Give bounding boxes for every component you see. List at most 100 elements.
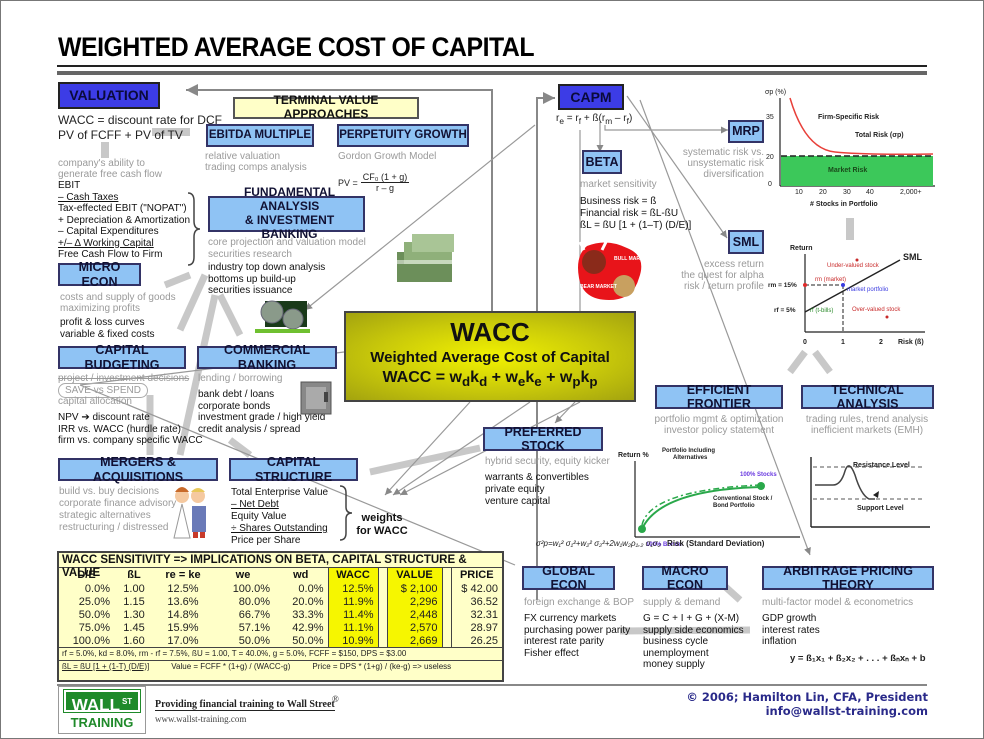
ef-sub-1: portfolio mgmt & optimization [654, 414, 784, 425]
table-formulas: ßL = ßU [1 + (1-T) (D/E)] Value = FCFF *… [59, 660, 502, 673]
cap-structure-item: Total Enterprise Value [231, 487, 329, 498]
col-header: re = ke [165, 569, 201, 581]
sml-box[interactable]: SML [728, 230, 764, 254]
sml-x-tick: 2 [879, 339, 883, 346]
mrp-sub-1: systematic risk vs. [682, 147, 764, 158]
fundamental-analysis-box[interactable]: FUNDAMENTAL ANALYSIS & INVESTMENT BANKIN… [208, 186, 365, 241]
cell: 11.9% [327, 595, 379, 608]
money-stack-icon [392, 230, 462, 290]
bull-bear-icon: BULL MARKET BEAR MARKET [572, 240, 652, 302]
total-risk-label: Total Risk (σp) [855, 132, 904, 139]
mergers-items: build vs. buy decisions corporate financ… [59, 486, 176, 534]
bonds-label: 100% Bonds [646, 542, 682, 548]
cell: 50.0% [238, 634, 270, 647]
ebitda-multiple-box[interactable]: EBITDA MULTIPLE [206, 124, 314, 147]
rm-market-label: rm (market) [815, 277, 846, 283]
beta-box[interactable]: BETA [582, 150, 622, 174]
global-econ-box[interactable]: GLOBAL ECON [522, 564, 615, 592]
cell: 50.0% [292, 634, 324, 647]
under-valued-label: Under-valued stock [827, 263, 880, 269]
cell: 2,296 [386, 595, 443, 608]
beta-item: Financial risk = ßL-ßU [580, 208, 679, 219]
footer-website[interactable]: www.wallst-training.com [155, 714, 247, 724]
ebitda-sub-1: relative valuation [205, 151, 281, 162]
micro-sub-1: costs and supply of goods [60, 292, 176, 303]
cell: 2,448 [386, 608, 443, 621]
weights-line-1: weights [361, 512, 403, 524]
cap-structure-item: ÷ Shares Outstanding [231, 523, 328, 534]
apt-items: GDP growth interest rates inflation [762, 613, 820, 648]
mergers-acquisitions-box[interactable]: MERGERS & ACQUISITIONS [58, 455, 218, 484]
fundamental-item: securities issuance [208, 285, 293, 296]
fundamental-label-2: & INVESTMENT BANKING [244, 213, 335, 241]
micro-econ-box[interactable]: MICRO ECON [58, 260, 141, 289]
div-x-tick: 20 [819, 189, 827, 196]
gordon-formula-numerator: CF₀ (1 + g) [360, 172, 410, 183]
cell: 75.0% [78, 621, 110, 634]
fundamental-label-1: FUNDAMENTAL ANALYSIS [243, 185, 336, 214]
cell: 100.0% [72, 634, 110, 647]
logo-training: TRAINING [70, 715, 134, 730]
gordon-formula-lhs: PV = [338, 177, 358, 188]
col-header: WACC [327, 568, 379, 582]
fundamental-item: bottoms up build-up [208, 273, 296, 285]
efficient-frontier-box[interactable]: EFFICIENT FRONTIER [655, 383, 783, 411]
div-y-label: σp (%) [765, 89, 786, 96]
technical-analysis-box[interactable]: TECHNICAL ANALYSIS [801, 383, 934, 411]
contact-email[interactable]: info@wallst-training.com [765, 704, 928, 718]
cell: 0.0% [84, 582, 110, 595]
beta-sub: market sensitivity [580, 179, 657, 190]
div-y-tick: 0 [768, 181, 772, 188]
sml-x-label: Risk (ß) [898, 339, 924, 346]
logo-st: ST [121, 697, 133, 706]
capital-budgeting-box[interactable]: CAPITAL BUDGETING [58, 343, 186, 372]
global-item: FX currency markets [524, 613, 617, 624]
beta-item: ßL = ßU [1 + (1–T) (D/E)] [580, 220, 692, 231]
cell: 1.30 [123, 608, 145, 621]
cb-items: NPV ➔ discount rate IRR vs. WACC (hurdle… [58, 412, 203, 447]
macro-econ-box[interactable]: MACRO ECON [642, 564, 728, 592]
cap-structure-item: Price per Share [231, 535, 301, 546]
beta-items: Business risk = ß Financial risk = ßL-ßU… [580, 196, 691, 232]
wacc-formula: WACC = wdkd + weke + wpkp [382, 369, 598, 390]
gordon-formula: PV = CF₀ (1 + g) r – g [338, 172, 410, 193]
bear-market-label: BEAR MARKET [580, 284, 617, 290]
beta-item: Business risk = ß [580, 196, 657, 207]
safe-icon [298, 378, 338, 420]
cell: 11.1% [327, 621, 379, 634]
preferred-stock-box[interactable]: PREFERRED STOCK [483, 425, 603, 453]
cell: 1.45 [123, 621, 145, 634]
cell: 100.0% [232, 582, 270, 595]
table-header-row: D/E ßL re = ke we wd WACC VALUE PRICE [59, 568, 502, 582]
mrp-box[interactable]: MRP [728, 120, 764, 143]
sml-y-label: Return [790, 245, 813, 252]
apt-box[interactable]: ARBITRAGE PRICING THEORY [762, 564, 934, 592]
cb-sub-3: capital allocation [58, 396, 132, 407]
logo-wall-sign: WALL ST [63, 689, 141, 715]
global-items: FX currency markets purchasing power par… [524, 613, 630, 659]
apt-item: GDP growth [762, 613, 817, 624]
apt-item: inflation [762, 636, 797, 647]
micro-item: variable & fixed costs [60, 329, 155, 340]
comm-items: bank debt / loans corporate bonds invest… [198, 389, 325, 435]
sml-x-tick: 0 [803, 339, 807, 346]
fcf-line: Free Cash Flow to Firm [58, 249, 163, 260]
terminal-value-box[interactable]: TERMINAL VALUE APPROACHES [233, 93, 419, 121]
valuation-box[interactable]: VALUATION [58, 82, 160, 109]
wacc-center-box[interactable]: WACC Weighted Average Cost of Capital WA… [344, 311, 636, 402]
cell: 1.00 [123, 582, 145, 595]
capital-structure-box[interactable]: CAPITAL STRUCTURE [229, 455, 358, 484]
apt-item: interest rates [762, 624, 820, 636]
frontier-alt-label: Portfolio Including [662, 448, 715, 454]
commercial-banking-box[interactable]: COMMERCIAL BANKING [197, 343, 337, 372]
div-x-tick: 30 [843, 189, 851, 196]
cell: 17.0% [167, 634, 199, 647]
cell: $ 2,100 [386, 582, 443, 595]
div-x-tick: 40 [866, 189, 874, 196]
valuation-sub-1: company's ability to [58, 158, 145, 169]
perpetuity-growth-box[interactable]: PERPETUITY GROWTH [337, 124, 469, 147]
capm-box[interactable]: CAPM [558, 84, 624, 110]
frontier-y-label: Return % [618, 452, 650, 459]
wedding-couple-icon [170, 482, 212, 540]
sml-sub-1: excess return [703, 259, 764, 270]
